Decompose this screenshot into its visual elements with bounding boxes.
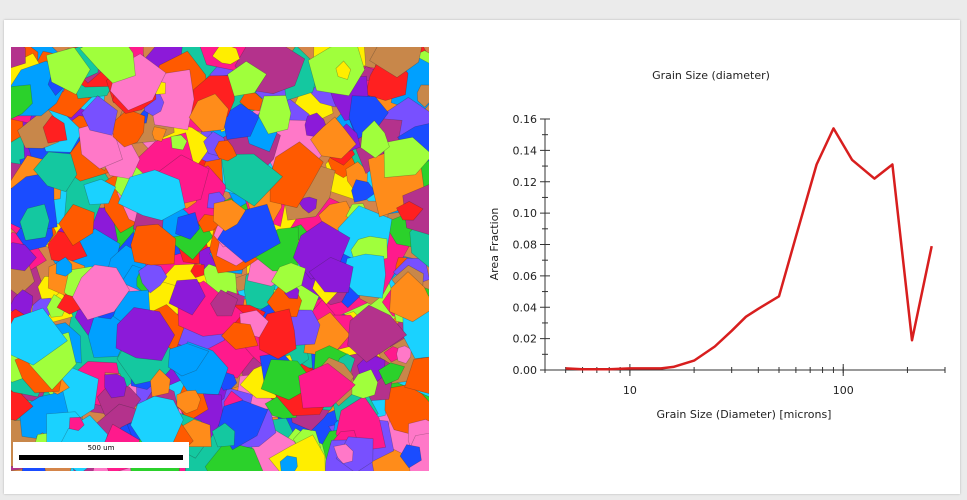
grain	[150, 368, 171, 398]
grain	[81, 95, 118, 136]
y-tick-label: 0.04	[513, 301, 538, 314]
grain	[298, 196, 318, 214]
grain	[270, 262, 306, 294]
grain	[11, 47, 26, 69]
grain	[351, 179, 377, 203]
grain	[347, 304, 408, 363]
grain	[175, 212, 200, 240]
grain	[68, 416, 85, 431]
grain	[310, 116, 357, 160]
y-tick-label: 0.02	[513, 333, 538, 346]
grain	[190, 263, 205, 278]
grain	[211, 422, 236, 448]
grain	[227, 60, 267, 97]
grain	[212, 199, 246, 232]
grain	[115, 307, 175, 361]
grain	[396, 345, 412, 364]
chart-title: Grain Size (diameter)	[652, 69, 770, 82]
grain	[335, 60, 352, 80]
y-tick-label: 0.16	[513, 113, 538, 126]
grain-micrograph: 500 um	[11, 47, 429, 471]
y-tick-label: 0.12	[513, 176, 538, 189]
grain	[79, 47, 136, 84]
grain	[404, 356, 429, 394]
grain	[83, 178, 117, 205]
x-tick-label: 100	[833, 384, 854, 397]
grain	[11, 84, 33, 120]
grain	[279, 455, 298, 471]
y-tick-label: 0.10	[513, 207, 538, 220]
grain	[138, 263, 168, 294]
grain	[104, 373, 127, 399]
y-tick-label: 0.00	[513, 364, 538, 377]
grain	[221, 103, 260, 140]
grain	[307, 47, 365, 97]
grain	[399, 444, 422, 469]
grain	[42, 115, 68, 144]
grain	[168, 278, 206, 316]
series-line	[565, 127, 933, 371]
grain-map	[11, 47, 429, 471]
grain	[308, 256, 354, 293]
grain	[33, 151, 78, 193]
scale-bar-label: 500 um	[87, 444, 115, 452]
scale-bar-line	[19, 455, 183, 460]
grain	[298, 363, 356, 409]
grain	[360, 120, 390, 159]
grain	[130, 223, 177, 266]
grain	[11, 307, 68, 366]
grain	[176, 389, 201, 414]
x-tick-label: 10	[623, 384, 637, 397]
axis-ticks: 0.00 0.02 0.04 0.06 0.08 0.10 0.12 0.14 0.16 10 10…	[513, 113, 946, 397]
grain	[369, 47, 423, 78]
grain	[416, 84, 429, 108]
grain	[170, 134, 188, 151]
grain	[211, 47, 241, 65]
y-tick-label: 0.14	[513, 144, 538, 157]
grain	[55, 256, 73, 277]
grain	[45, 47, 91, 95]
grain	[210, 289, 239, 317]
grain	[389, 271, 429, 323]
grain	[378, 362, 406, 386]
y-axis-label: Area Fraction	[488, 208, 501, 281]
grain	[351, 369, 379, 399]
grain	[11, 242, 37, 272]
grain	[117, 169, 186, 221]
y-tick-label: 0.06	[513, 270, 538, 283]
grain	[220, 322, 259, 350]
grain	[167, 343, 210, 377]
scale-bar: 500 um	[13, 442, 189, 468]
grain	[258, 95, 292, 135]
x-axis-label: Grain Size (Diameter) [microns]	[657, 408, 832, 421]
grain	[188, 93, 229, 133]
grain	[214, 140, 238, 162]
grain	[58, 204, 95, 247]
grain	[333, 443, 354, 464]
grain	[72, 264, 130, 321]
grain	[396, 201, 424, 221]
grain	[19, 203, 50, 241]
grain	[11, 388, 34, 421]
grain	[151, 126, 167, 142]
y-tick-label: 0.08	[513, 239, 538, 252]
